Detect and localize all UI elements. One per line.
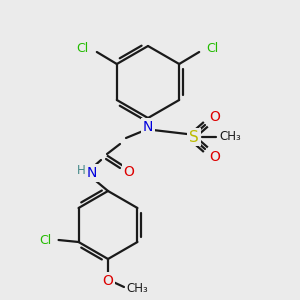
Text: O: O — [103, 274, 113, 288]
Text: O: O — [210, 110, 220, 124]
Text: CH₃: CH₃ — [219, 130, 241, 143]
Text: Cl: Cl — [77, 43, 89, 56]
Text: O: O — [210, 150, 220, 164]
Text: Cl: Cl — [39, 233, 52, 247]
Text: Cl: Cl — [206, 43, 218, 56]
Text: O: O — [124, 165, 134, 179]
Text: S: S — [189, 130, 199, 145]
Text: H: H — [76, 164, 85, 178]
Text: CH₃: CH₃ — [126, 283, 148, 296]
Text: N: N — [143, 120, 153, 134]
Text: N: N — [87, 166, 97, 180]
